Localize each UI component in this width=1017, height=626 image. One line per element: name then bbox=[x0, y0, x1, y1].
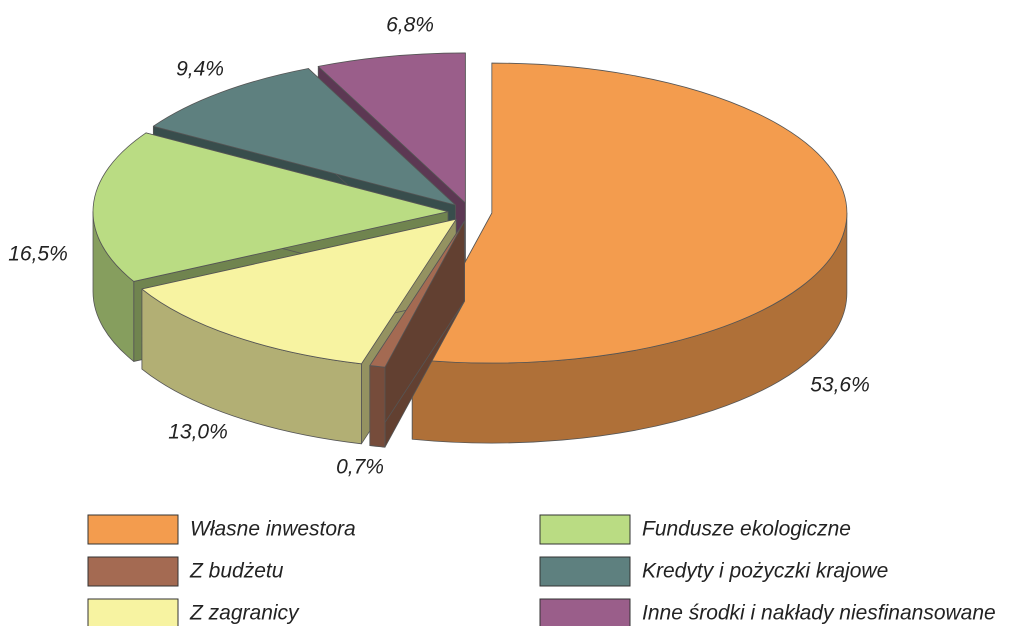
legend-swatch bbox=[87, 598, 179, 626]
slice-top bbox=[92, 132, 449, 282]
legend-swatch bbox=[87, 556, 179, 587]
legend-label: Własne inwestora bbox=[190, 518, 356, 541]
legend-swatch bbox=[539, 556, 631, 587]
value-label: 6,8% bbox=[386, 14, 434, 37]
legend-label: Inne środki i nakłady niesfinansowane bbox=[642, 602, 996, 625]
legend-swatch bbox=[539, 598, 631, 626]
value-label: 53,6% bbox=[810, 374, 870, 397]
value-label: 13,0% bbox=[168, 421, 228, 444]
legend-swatch bbox=[87, 514, 179, 545]
value-label: 9,4% bbox=[176, 58, 224, 81]
slice-side bbox=[369, 365, 386, 448]
legend-label: Z budżetu bbox=[189, 560, 284, 583]
legend-label: Z zagranicy bbox=[189, 602, 300, 625]
slice-top bbox=[411, 62, 848, 364]
slice bbox=[369, 220, 465, 448]
slice-top bbox=[317, 52, 466, 204]
slice-top bbox=[152, 68, 456, 206]
legend-swatch bbox=[539, 514, 631, 545]
value-label: 16,5% bbox=[8, 243, 68, 266]
value-label: 0,7% bbox=[336, 456, 384, 479]
legend-label: Kredyty i pożyczki krajowe bbox=[642, 560, 888, 583]
slice-top bbox=[369, 220, 465, 368]
legend-label: Fundusze ekologiczne bbox=[642, 518, 851, 541]
slice bbox=[411, 62, 848, 444]
slice-top bbox=[141, 218, 457, 365]
